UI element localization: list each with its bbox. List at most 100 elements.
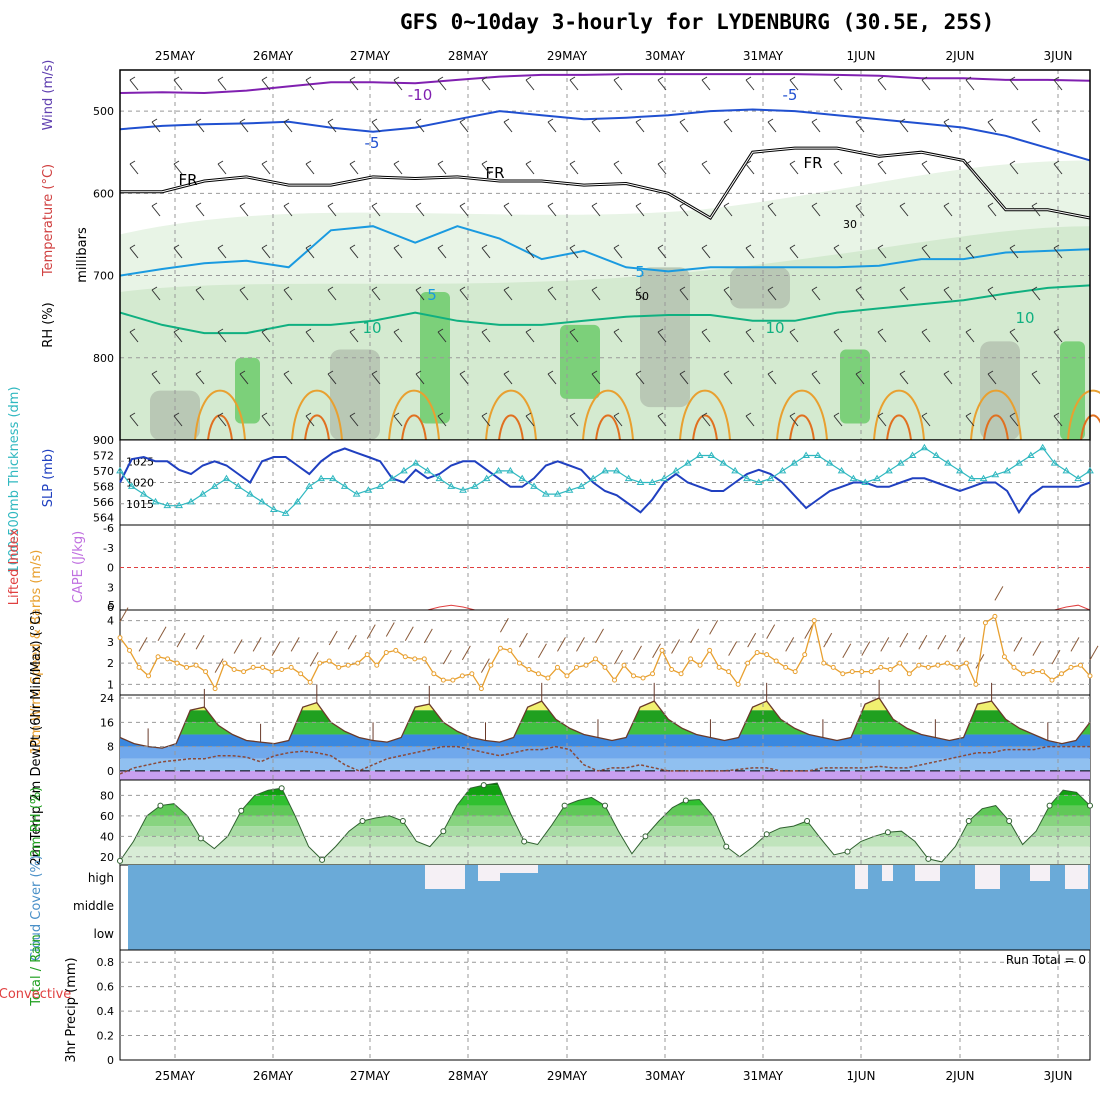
wind-barb [327, 121, 337, 133]
wind-barb-flag [437, 412, 444, 417]
wind-barb-flag [481, 328, 488, 333]
wind-barb [767, 121, 777, 133]
wind-speed-point [592, 656, 598, 662]
wind-barb-flag [393, 328, 400, 333]
isotherm-line [119, 108, 1091, 162]
wind-speed-point [165, 656, 171, 662]
ytick-label-slp: 1020 [126, 477, 154, 490]
wind-barb [327, 289, 337, 301]
wind-barb [657, 79, 667, 91]
wind-speed-point [716, 664, 722, 670]
thickness-marker [731, 466, 740, 474]
wind-speed-point [203, 669, 209, 675]
ytick-label: 0 [107, 765, 114, 778]
wind-barb-flag [393, 244, 400, 249]
wind-barb-flag [657, 76, 664, 81]
thickness-marker [861, 478, 870, 485]
wind-barb-flag [547, 118, 554, 123]
wind-barb-flag [151, 370, 158, 375]
wind-barb [723, 373, 733, 385]
thickness-marker [825, 459, 834, 466]
wind-barb-flag [283, 286, 290, 291]
wind-barb [613, 79, 623, 91]
wind-speed-point [440, 677, 446, 683]
wind-speed-point [307, 679, 313, 685]
wind-barb [569, 247, 579, 259]
wind-speed-point [193, 662, 199, 668]
wind-barb [921, 79, 931, 91]
wind-barb [393, 163, 403, 175]
thickness-line [119, 446, 1091, 515]
wind-barb-flag [767, 118, 774, 123]
rh-point [1006, 817, 1013, 824]
ytick-label: 0 [107, 562, 114, 575]
wind-barb-flag [679, 118, 686, 123]
wind-barb [151, 121, 161, 133]
wind-barb [701, 331, 711, 343]
wind-speed-point [421, 656, 427, 662]
wind-barb-flag [195, 370, 202, 375]
wind-barb-flag [569, 328, 576, 333]
wind-barb [956, 637, 966, 652]
wind-barb [481, 331, 491, 343]
wind-speed-point [288, 664, 294, 670]
wind-barb-flag [129, 244, 136, 249]
wind-barb [261, 247, 271, 259]
wind-barb [437, 163, 447, 175]
ytick-label-slp: 1015 [126, 498, 154, 511]
wind-barb [1070, 637, 1080, 652]
wind-barb-flag [877, 76, 884, 81]
wind-barb-flag [547, 370, 554, 375]
wind-barb [635, 205, 645, 217]
cloud-gap [1065, 865, 1088, 889]
date-label-top: 26MAY [253, 49, 294, 63]
wind-speed-point [298, 671, 304, 677]
wind-barb-flag [371, 118, 378, 123]
wind-barb [745, 331, 755, 343]
wind-barb [789, 163, 799, 175]
thickness-marker [754, 478, 763, 485]
wind-barb [569, 163, 579, 175]
wind-barb [129, 331, 139, 343]
wind-barb-flag [1053, 76, 1060, 81]
contour-label: -10 [408, 86, 433, 104]
date-label-bottom: 1JUN [847, 1069, 876, 1083]
wind-barb-flag [635, 118, 642, 123]
wind-barb [371, 121, 381, 133]
date-label-top: 30MAY [645, 49, 686, 63]
isotherm-15 [679, 389, 731, 441]
wind-barb [965, 247, 975, 259]
wind-barb-flag [921, 328, 928, 333]
wind-barb [591, 373, 601, 385]
wind-barb [349, 247, 359, 259]
wind-barb [173, 163, 183, 175]
wind-barb-flag [701, 160, 708, 165]
precip-panel: 0 0.2 0.4 0.6 0.8 Run Total = 0 [97, 949, 1091, 1067]
wind-barb-flag [525, 160, 532, 165]
thickness-marker [364, 486, 373, 493]
wind-barb [657, 415, 667, 427]
wind-barb-flag [987, 370, 994, 375]
wind-barb [1053, 79, 1063, 91]
rh-band [120, 836, 1090, 847]
wind-barb-flag [195, 202, 202, 207]
wind-barb-flag [151, 118, 158, 123]
wind-barb-flag [173, 328, 180, 333]
thickness-marker [991, 470, 1000, 478]
wind-speed-point [374, 662, 380, 668]
wind-barb [503, 289, 513, 301]
wind-barb-flag [723, 370, 730, 375]
wind-speed-point [355, 660, 361, 666]
wind-barb [965, 79, 975, 91]
wind-barb [1053, 247, 1063, 259]
thickness-marker [198, 490, 207, 497]
wind-barb [1009, 247, 1019, 259]
wind-barb [1051, 649, 1061, 665]
wind-speed-point [545, 675, 551, 681]
wind-barb-flag [525, 244, 532, 249]
wind-barb-flag [349, 76, 356, 81]
thickness-marker [589, 474, 598, 482]
wind-barb-flag [987, 286, 994, 291]
wind-barb-flag [789, 160, 796, 165]
thickness-marker [246, 490, 255, 497]
